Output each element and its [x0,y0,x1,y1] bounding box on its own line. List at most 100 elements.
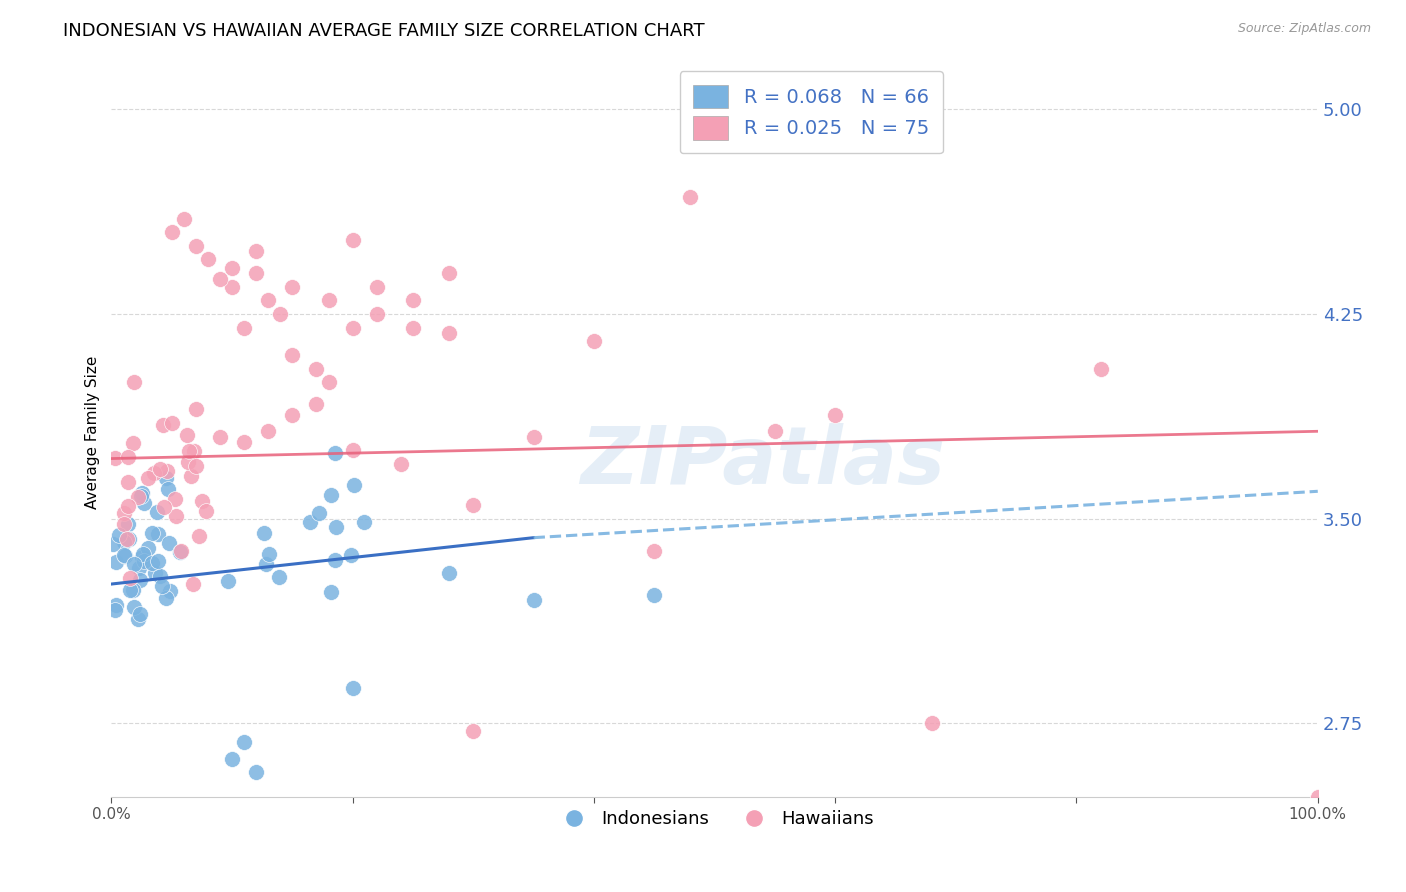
Point [176,428,198,442]
Point [325,520,347,534]
Point [281,408,304,422]
Point [146,554,169,568]
Point [921,716,943,731]
Y-axis label: Average Family Size: Average Family Size [86,356,100,509]
Point [308,507,330,521]
Point [163,491,186,506]
Point [131,486,153,500]
Point [217,574,239,588]
Point [132,496,155,510]
Point [366,307,388,321]
Point [245,244,267,259]
Point [342,320,364,334]
Point [160,416,183,430]
Point [197,252,219,267]
Point [117,499,139,513]
Point [112,506,135,520]
Point [389,457,412,471]
Point [679,190,702,204]
Point [208,430,231,444]
Point [134,554,156,568]
Point [117,475,139,489]
Point [170,543,193,558]
Point [117,450,139,465]
Point [245,765,267,780]
Point [305,397,328,411]
Point [281,348,304,362]
Point [233,735,256,749]
Point [127,612,149,626]
Point [120,582,142,597]
Point [523,430,546,444]
Point [118,532,141,546]
Point [208,271,231,285]
Point [155,591,177,606]
Point [318,375,340,389]
Point [112,516,135,531]
Point [141,557,163,571]
Point [643,588,665,602]
Point [353,515,375,529]
Point [114,549,136,563]
Point [122,436,145,450]
Point [169,545,191,559]
Point [763,425,786,439]
Point [323,553,346,567]
Point [267,570,290,584]
Point [463,498,485,512]
Point [104,603,127,617]
Point [221,260,243,275]
Point [128,607,150,621]
Point [643,544,665,558]
Point [136,541,159,555]
Point [132,548,155,562]
Point [319,584,342,599]
Point [366,279,388,293]
Legend: Indonesians, Hawaiians: Indonesians, Hawaiians [548,803,880,835]
Point [180,469,202,483]
Point [184,239,207,253]
Point [127,491,149,505]
Point [112,548,135,562]
Point [183,444,205,458]
Point [342,443,364,458]
Point [141,525,163,540]
Point [143,566,166,580]
Point [159,583,181,598]
Point [463,724,485,739]
Point [104,555,127,569]
Point [181,577,204,591]
Point [117,532,139,546]
Point [160,225,183,239]
Point [156,464,179,478]
Point [221,751,243,765]
Point [129,489,152,503]
Text: ZIPatlas: ZIPatlas [581,423,945,500]
Point [131,550,153,565]
Point [155,471,177,485]
Point [122,557,145,571]
Point [101,536,124,550]
Point [165,509,187,524]
Point [340,548,363,562]
Point [253,526,276,541]
Point [305,361,328,376]
Point [402,293,425,308]
Point [281,279,304,293]
Point [233,435,256,450]
Point [149,462,172,476]
Point [257,293,280,308]
Point [824,408,846,422]
Point [342,233,364,247]
Point [402,320,425,334]
Point [1090,361,1112,376]
Point [156,482,179,496]
Point [152,418,174,433]
Point [173,211,195,226]
Point [129,574,152,588]
Point [145,505,167,519]
Point [318,293,340,308]
Point [148,526,170,541]
Point [523,593,546,607]
Point [143,466,166,480]
